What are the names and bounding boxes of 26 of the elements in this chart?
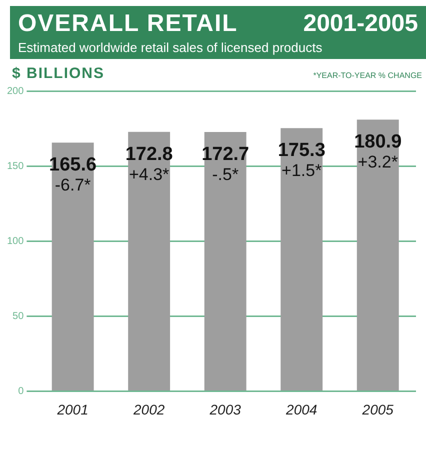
annotation: +1.5* xyxy=(282,161,322,180)
x-tick-label: 2003 xyxy=(208,401,242,418)
bar xyxy=(204,132,246,390)
chart-title: OVERALL RETAIL xyxy=(18,10,238,38)
x-tick-label: 2004 xyxy=(285,401,318,418)
text: *YEAR-TO-YEAR % CHANGE xyxy=(313,71,422,80)
bar xyxy=(280,128,323,390)
data-label: 165.6 xyxy=(49,154,97,176)
x-tick-label: 2002 xyxy=(132,401,165,418)
bar xyxy=(52,142,94,390)
y-tick-label: 0 xyxy=(18,386,24,397)
chart-subtitle: Estimated worldwide retail sales of licensed products xyxy=(18,40,324,55)
annotation: +4.3* xyxy=(128,164,170,184)
y-tick-label: 100 xyxy=(6,236,24,247)
y-tick-label: 150 xyxy=(6,160,24,172)
text: 2001-2005 xyxy=(303,10,418,38)
y-tick-label: 50 xyxy=(12,310,24,322)
annotation: -6.7* xyxy=(54,176,92,195)
y-axis-title: $ BILLIONS xyxy=(12,65,105,82)
bar xyxy=(128,132,170,390)
x-tick-label: 2001 xyxy=(56,401,88,418)
bar xyxy=(356,120,399,390)
x-tick-label: 2005 xyxy=(361,401,394,418)
y-tick-label: 200 xyxy=(6,86,24,97)
annotation: -.5* xyxy=(212,164,239,184)
annotation: +3.2* xyxy=(358,152,398,172)
